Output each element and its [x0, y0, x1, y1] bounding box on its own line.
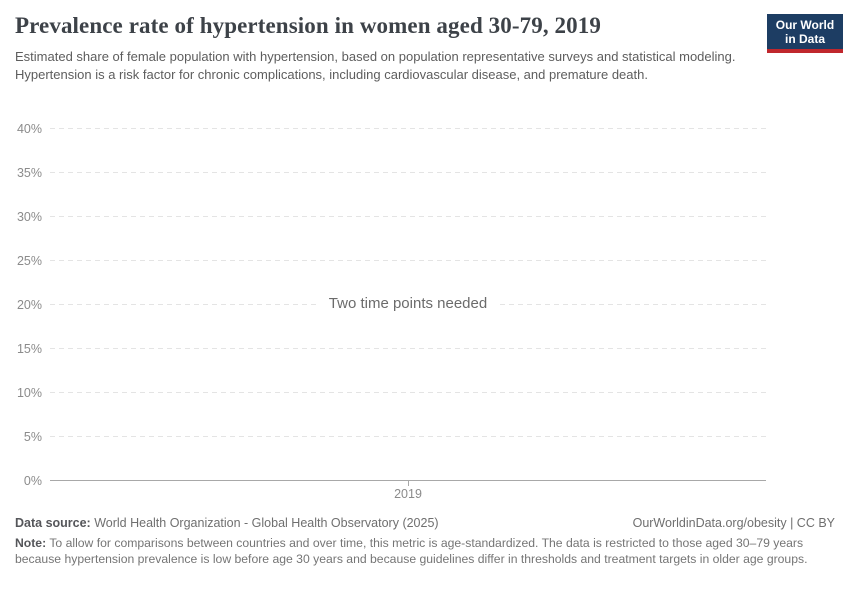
- y-axis-tick-label: 30%: [16, 209, 42, 224]
- chart-subtitle: Estimated share of female population wit…: [15, 49, 736, 82]
- empty-chart-message-text: Two time points needed: [318, 295, 498, 312]
- note-value: To allow for comparisons between countri…: [15, 536, 808, 566]
- chart-footer: Data source: World Health Organization -…: [15, 516, 835, 567]
- y-gridline: [50, 392, 766, 393]
- empty-chart-message: Two time points needed: [50, 295, 766, 313]
- y-gridline: [50, 128, 766, 129]
- attribution-text: OurWorldinData.org/obesity | CC BY: [632, 516, 835, 530]
- owid-logo-line1: Our World: [775, 18, 835, 32]
- x-axis-line: [50, 480, 766, 481]
- plot-area: Two time points needed 2019 0% 5% 10% 15% 20…: [16, 121, 766, 501]
- data-source-label: Data source:: [15, 516, 91, 530]
- y-axis-tick-label: 15%: [16, 341, 42, 356]
- source-row: Data source: World Health Organization -…: [15, 516, 835, 530]
- y-gridline: [50, 172, 766, 173]
- x-axis-tick-label: 2019: [394, 487, 422, 501]
- chart-header: Prevalence rate of hypertension in women…: [15, 12, 843, 84]
- chart-title: Prevalence rate of hypertension in women…: [15, 13, 601, 38]
- y-axis-tick-label: 5%: [23, 429, 42, 444]
- note-line: Note: To allow for comparisons between c…: [15, 536, 835, 567]
- y-axis-tick-label: 10%: [16, 385, 42, 400]
- y-axis-tick-label: 40%: [16, 121, 42, 136]
- y-axis-tick-label: 20%: [16, 297, 42, 312]
- owid-logo[interactable]: Our World in Data: [767, 14, 843, 53]
- y-gridline: [50, 216, 766, 217]
- owid-logo-line2: in Data: [784, 32, 825, 46]
- y-axis-tick-label: 25%: [16, 253, 42, 268]
- y-gridline: [50, 260, 766, 261]
- y-gridline: [50, 348, 766, 349]
- y-axis-tick-label: 35%: [16, 165, 42, 180]
- y-gridline: [50, 436, 766, 437]
- y-axis-tick-label: 0%: [23, 473, 42, 488]
- x-axis-tick: [408, 481, 409, 486]
- note-label: Note:: [15, 536, 47, 550]
- data-source-line: Data source: World Health Organization -…: [15, 516, 439, 530]
- data-source-value: World Health Organization - Global Healt…: [90, 516, 439, 530]
